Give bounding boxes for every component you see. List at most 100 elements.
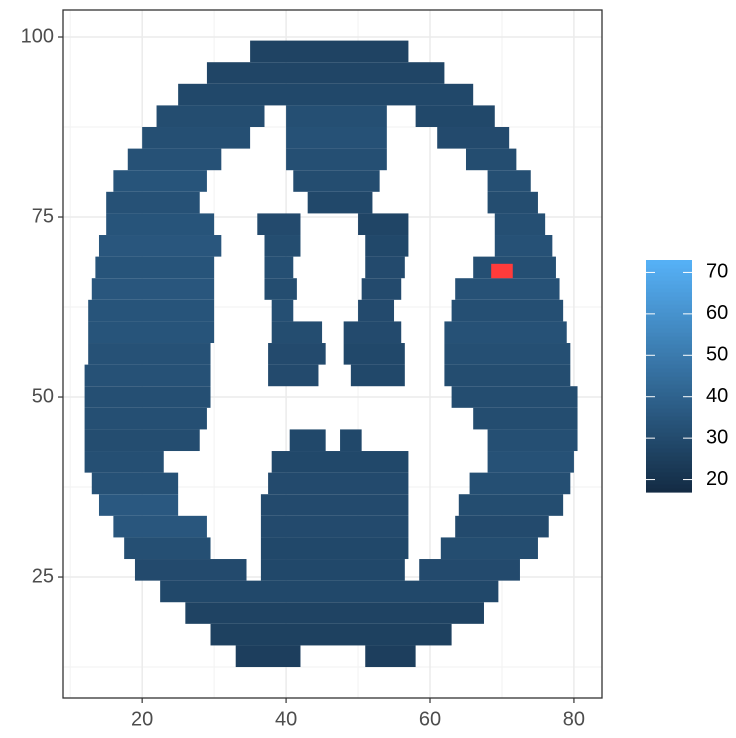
tile [495,213,545,235]
tile [358,300,394,322]
colorbar-step [646,320,692,325]
tile [286,105,387,127]
colorbar-step [646,300,692,305]
tile [358,213,408,235]
colorbar-step [646,456,692,461]
tile [473,408,577,430]
tile [455,278,559,300]
colorbar-step [646,316,692,321]
tile [293,170,379,192]
colorbar-step [646,280,692,285]
tile [272,300,294,322]
tile [473,257,556,279]
tile [351,365,405,387]
tile [268,343,326,365]
tile [185,602,484,624]
tile [264,257,293,279]
colorbar-step [646,376,692,381]
tile [286,149,387,171]
tile [261,559,405,581]
colorbar-step [646,344,692,349]
x-tick-label: 40 [275,708,297,730]
tile [419,559,520,581]
colorbar-step [646,408,692,413]
colorbar-label: 40 [706,385,728,407]
colorbar-step [646,452,692,457]
colorbar-label: 20 [706,468,728,490]
colorbar-step [646,424,692,429]
colorbar-step [646,460,692,465]
tile [488,451,574,473]
tile [160,581,498,603]
tile [128,149,222,171]
colorbar-step [646,484,692,489]
colorbar-step [646,448,692,453]
colorbar-step [646,464,692,469]
tile [178,84,473,106]
tile [261,494,409,516]
tile [207,62,444,84]
colorbar-step [646,372,692,377]
tile [290,429,326,451]
colorbar-step [646,480,692,485]
tile [236,645,301,667]
tile [85,365,211,387]
colorbar-step [646,340,692,345]
tile [444,321,566,343]
tile [113,516,207,538]
colorbar-step [646,420,692,425]
tile [88,321,214,343]
y-tick-label: 50 [32,385,54,407]
tile [459,494,563,516]
colorbar-step [646,288,692,293]
tile [142,127,250,149]
tile [452,386,578,408]
tile [362,278,402,300]
tile [268,365,318,387]
colorbar-label: 60 [706,302,728,324]
colorbar-step [646,388,692,393]
tile [488,170,531,192]
colorbar-step [646,348,692,353]
tile [264,278,296,300]
x-tick-label: 60 [419,708,441,730]
tile [257,213,300,235]
y-tick-label: 25 [32,565,54,587]
colorbar-step [646,444,692,449]
tile [135,559,247,581]
colorbar-step [646,260,692,265]
tile [444,343,570,365]
tile [488,192,538,214]
tile [268,473,408,495]
tile [264,235,300,257]
y-tick-label: 75 [32,205,54,227]
tile [92,473,178,495]
colorbar-step [646,404,692,409]
tile [488,429,578,451]
x-tick-label: 20 [131,708,153,730]
colorbar-step [646,292,692,297]
colorbar-step [646,328,692,333]
tile [157,105,265,127]
colorbar-step [646,336,692,341]
tile [113,170,207,192]
tile [272,321,322,343]
tile [88,300,214,322]
highlight-tile [491,264,513,278]
colorbar-step [646,384,692,389]
tile [85,386,211,408]
tile [444,365,570,387]
tile [365,645,415,667]
colorbar-step [646,276,692,281]
tile [466,149,516,171]
colorbar-step [646,364,692,369]
tile [261,537,409,559]
tile [272,451,409,473]
colorbar-step [646,264,692,269]
y-tick-label: 100 [21,25,54,47]
tile [99,494,178,516]
tile [106,192,200,214]
colorbar-label: 70 [706,261,728,283]
tile [95,257,214,279]
colorbar-step [646,352,692,357]
